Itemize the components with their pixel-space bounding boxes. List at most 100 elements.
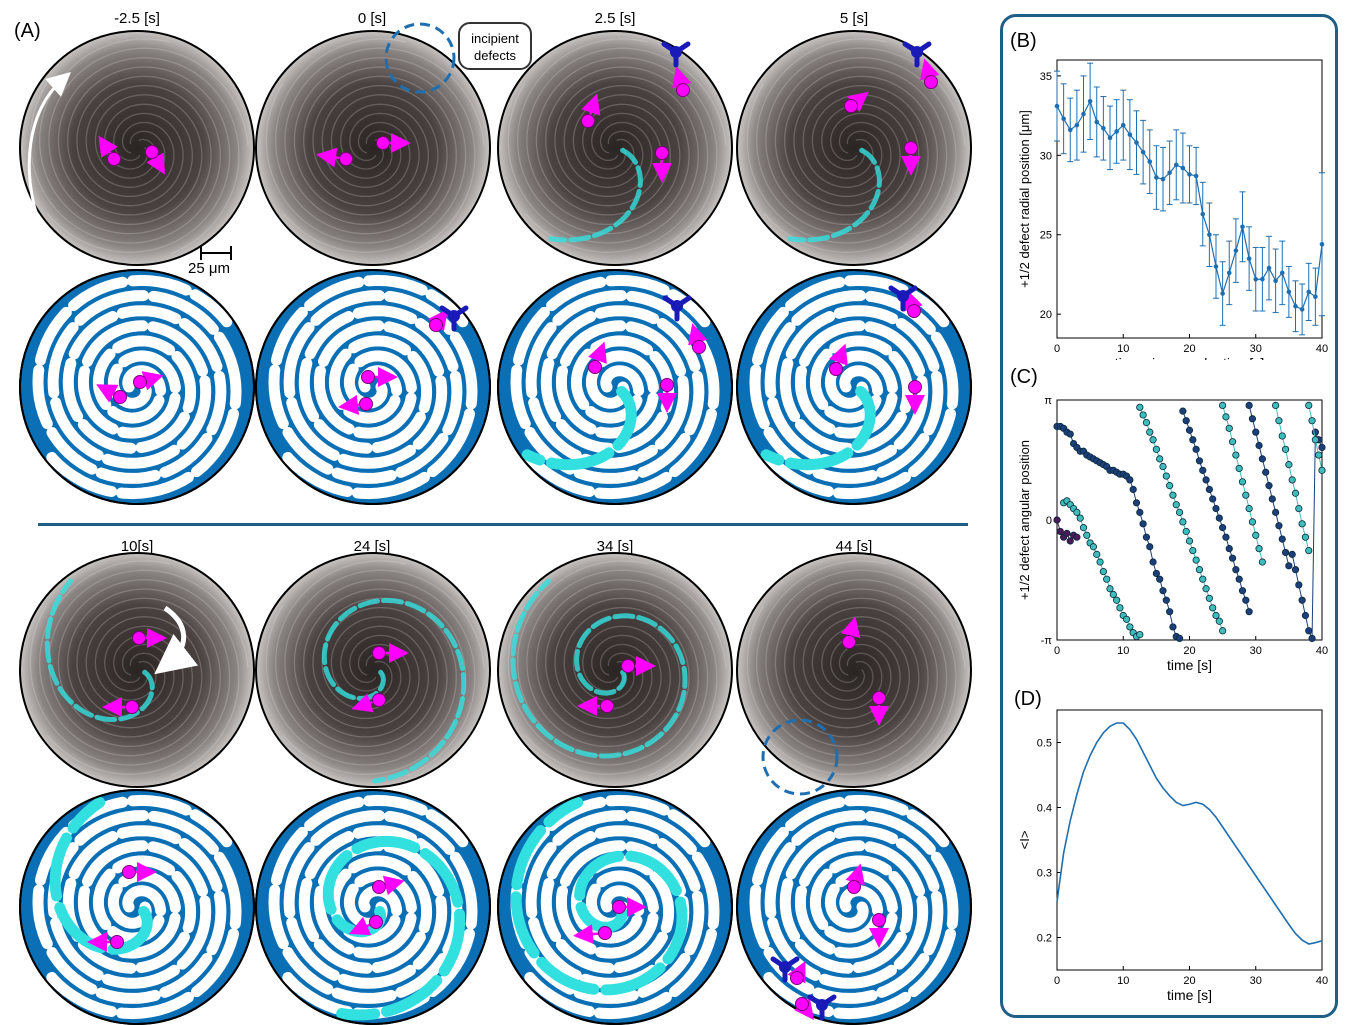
data-point <box>1136 630 1144 639</box>
defect-marker <box>361 370 375 384</box>
data-point <box>1139 411 1147 419</box>
microscopy-image <box>497 30 733 266</box>
data-point <box>1087 99 1093 104</box>
defect-marker <box>122 865 136 879</box>
data-point <box>1285 461 1293 469</box>
data-point <box>1220 291 1225 296</box>
y-tick-label: 25 <box>1040 230 1052 242</box>
data-point <box>1167 170 1172 176</box>
x-tick-label: 30 <box>1250 645 1262 657</box>
data-point <box>1152 445 1160 453</box>
spiral-stripe <box>284 569 485 748</box>
data-point <box>1308 634 1316 643</box>
data-point <box>1189 546 1197 555</box>
data-point <box>1252 531 1260 539</box>
schematic-border <box>497 269 733 505</box>
panel-c-label: (C) <box>1010 366 1038 388</box>
rotation-arrow-2 <box>154 605 199 675</box>
defect-marker <box>110 935 124 949</box>
data-point <box>1228 554 1237 562</box>
data-point <box>1129 485 1137 494</box>
data-point <box>1252 428 1260 436</box>
time-label-6: 24 [s] <box>353 538 391 555</box>
data-point <box>1295 504 1303 513</box>
defect-marker <box>795 997 809 1011</box>
defect-marker <box>904 141 918 155</box>
defect-marker <box>359 397 373 411</box>
data-point <box>1205 594 1213 602</box>
data-point <box>1295 581 1303 589</box>
defect-marker <box>907 304 921 318</box>
negative-defect-marker <box>807 994 837 1021</box>
y-tick-label: -π <box>1041 635 1053 647</box>
data-point <box>1113 596 1121 604</box>
data-point <box>1301 611 1310 620</box>
data-point <box>1272 508 1280 516</box>
y-axis-label: <I> <box>1017 831 1032 850</box>
defect-marker <box>372 693 386 707</box>
data-point <box>1054 103 1060 109</box>
data-point <box>1301 533 1310 541</box>
spiral-stripe <box>763 66 948 253</box>
y-tick-label: 0.2 <box>1037 933 1052 945</box>
callout-line-2: defects <box>474 48 516 63</box>
y-tick-label: 0.5 <box>1037 738 1052 750</box>
data-point <box>1311 428 1319 436</box>
data-point <box>1248 415 1257 423</box>
time-label-1: -2.5 [s] <box>114 10 160 27</box>
data-point <box>1152 569 1160 578</box>
spiral-stripe <box>507 597 699 766</box>
data-point <box>1308 417 1316 425</box>
data-point <box>1288 550 1296 558</box>
spiral-stripe <box>774 57 957 255</box>
data-point <box>1245 401 1253 410</box>
data-point <box>1293 303 1298 309</box>
schematic-disc-14 <box>255 789 491 1025</box>
data-point <box>1099 567 1107 576</box>
data-point <box>1169 491 1177 499</box>
data-point <box>1127 132 1133 137</box>
data-point <box>1106 585 1114 593</box>
negative-defect-marker <box>770 956 800 983</box>
data-point <box>1242 491 1250 499</box>
data-point <box>1156 575 1164 583</box>
microscopy-image <box>497 552 733 788</box>
data-point <box>1235 575 1243 583</box>
data-point <box>1187 172 1192 177</box>
spiral-stripe <box>265 597 457 766</box>
data-point <box>1142 533 1151 541</box>
data-point <box>1173 162 1179 168</box>
data-point <box>1255 545 1263 553</box>
data-point <box>1305 401 1313 410</box>
y-tick-label: π <box>1044 395 1052 407</box>
spiral-stripe <box>526 47 727 226</box>
data-point <box>1073 508 1081 516</box>
data-point <box>1179 407 1187 415</box>
schematic-border <box>19 789 255 1025</box>
plot-frame <box>1056 709 1323 971</box>
microscopy-image <box>19 552 255 788</box>
defect-marker <box>676 83 690 97</box>
data-point <box>1258 558 1266 566</box>
data-point <box>1265 482 1273 490</box>
x-tick-label: 0 <box>1054 975 1060 987</box>
defect-marker <box>924 75 938 89</box>
spiral-stripe <box>526 569 727 748</box>
time-label-3: 2.5 [s] <box>594 10 636 27</box>
x-tick-label: 20 <box>1183 645 1195 657</box>
data-point <box>1298 520 1306 528</box>
right-panel-frame <box>1000 14 1338 1018</box>
data-point <box>1109 590 1117 599</box>
spiral-stripe <box>293 579 476 777</box>
negative-defect-marker <box>888 285 918 312</box>
spiral-stripe <box>755 560 929 757</box>
data-point <box>1103 575 1111 583</box>
data-point <box>1219 401 1227 410</box>
spiral-stripe <box>516 38 690 235</box>
data-point <box>1053 516 1061 524</box>
microscopy-image <box>19 30 255 266</box>
schematic-border <box>736 269 972 505</box>
data-point <box>1273 278 1278 284</box>
spiral-stripe <box>758 810 959 1020</box>
spiral-stripe <box>548 147 643 243</box>
